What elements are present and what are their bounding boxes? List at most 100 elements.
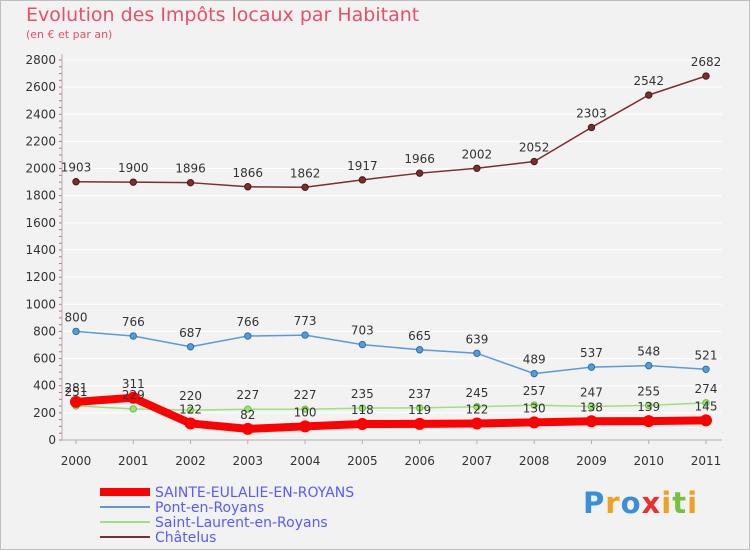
x-tick-label: 2009: [576, 454, 607, 468]
x-tick-label: 2004: [290, 454, 321, 468]
data-label: 229: [122, 388, 145, 402]
data-label: 119: [408, 403, 431, 417]
data-point: [415, 169, 424, 177]
series-line-3: [75, 75, 707, 189]
data-label: 145: [695, 399, 718, 413]
series-layer: [70, 72, 712, 435]
data-label: 255: [637, 384, 660, 398]
data-point: [184, 417, 197, 430]
data-point: [587, 363, 596, 371]
data-label: 766: [122, 315, 145, 329]
data-label: 100: [294, 405, 317, 419]
data-point: [299, 420, 312, 433]
data-point: [473, 403, 481, 411]
series-line-1: [75, 330, 707, 375]
data-point: [72, 327, 80, 336]
data-label: 1917: [347, 159, 378, 173]
data-label: 1966: [404, 152, 435, 166]
data-label: 311: [122, 377, 145, 391]
data-point: [645, 361, 653, 370]
data-label: 227: [236, 388, 259, 402]
data-point: [473, 349, 481, 357]
data-label: 247: [580, 385, 603, 399]
data-point: [356, 417, 369, 430]
data-point: [358, 340, 367, 349]
data-label: 122: [179, 402, 202, 416]
data-point: [301, 331, 309, 339]
data-label: 1866: [233, 166, 264, 180]
data-point: [358, 176, 367, 184]
y-tick-label: 600: [33, 352, 56, 366]
data-point: [528, 416, 541, 429]
legend-label: Saint-Laurent-en-Royans: [155, 515, 328, 531]
data-point: [585, 415, 598, 428]
data-label: 703: [351, 324, 374, 338]
data-point: [186, 178, 195, 187]
data-point: [129, 405, 137, 413]
data-point: [186, 406, 195, 414]
data-label: 1896: [175, 162, 206, 176]
data-label: 521: [695, 348, 718, 362]
data-point: [470, 417, 483, 430]
data-label: 2002: [462, 147, 493, 161]
x-tick-label: 2006: [404, 454, 435, 468]
x-tick-label: 2005: [347, 454, 378, 468]
chart-subtitle: (en € et par an): [26, 28, 113, 41]
axis-layer: 0 200 400 600 800 1000 1200 1400 1600 1800 2000 220…: [25, 53, 722, 468]
data-label: 122: [465, 402, 488, 416]
series-line-2: [75, 402, 707, 411]
data-label: 130: [523, 401, 546, 415]
y-tick-label: 1000: [25, 297, 56, 311]
data-point: [358, 404, 367, 412]
data-point: [700, 414, 712, 427]
data-label: 800: [65, 310, 88, 324]
data-point: [244, 405, 252, 413]
y-tick-label: 2600: [25, 80, 56, 94]
data-point: [587, 123, 596, 132]
data-label: 257: [523, 384, 546, 398]
x-tick-label: 2000: [61, 454, 92, 468]
data-label: 1862: [290, 166, 321, 180]
data-point: [642, 415, 655, 428]
data-label: 537: [580, 346, 603, 360]
legend: SAINTE-EULALIE-EN-ROYANSPont-en-RoyansSa…: [100, 485, 354, 546]
data-label: 1900: [118, 161, 149, 175]
data-label: 281: [65, 381, 88, 395]
data-point: [645, 401, 653, 410]
data-label: 237: [408, 387, 431, 401]
data-point: [301, 405, 309, 413]
x-tick-label: 2011: [691, 454, 722, 468]
y-tick-label: 2200: [25, 134, 56, 148]
y-tick-label: 2800: [25, 53, 56, 67]
data-label-layer: 281 311 122 82 100 118 119 122 130 138 139 145 800 76…: [61, 55, 722, 422]
y-tick-label: 200: [33, 406, 56, 420]
x-tick-label: 2008: [519, 454, 550, 468]
data-label: 227: [294, 388, 317, 402]
y-tick-label: 2400: [25, 107, 56, 121]
legend-label: Châtelus: [155, 530, 216, 546]
data-point: [530, 157, 538, 166]
data-label: 2682: [691, 55, 722, 69]
data-point: [530, 369, 538, 378]
x-tick-label: 2001: [118, 454, 149, 468]
data-point: [530, 401, 538, 409]
grid-layer: [62, 59, 722, 441]
x-tick-label: 2010: [633, 454, 664, 468]
data-label: 548: [637, 345, 660, 359]
data-label: 245: [465, 386, 488, 400]
data-point: [702, 399, 710, 407]
data-label: 489: [523, 353, 546, 367]
data-point: [415, 404, 424, 412]
data-point: [72, 178, 80, 186]
y-tick-label: 2000: [25, 162, 56, 176]
data-label: 82: [240, 408, 255, 422]
data-label: 251: [65, 385, 88, 399]
data-point: [241, 422, 254, 435]
data-label: 118: [351, 403, 374, 417]
y-tick-label: 800: [33, 324, 56, 338]
proxiti-logo: Proxiti: [583, 486, 699, 520]
data-point: [244, 332, 252, 340]
data-label: 274: [695, 382, 718, 396]
x-tick-label: 2003: [233, 454, 264, 468]
